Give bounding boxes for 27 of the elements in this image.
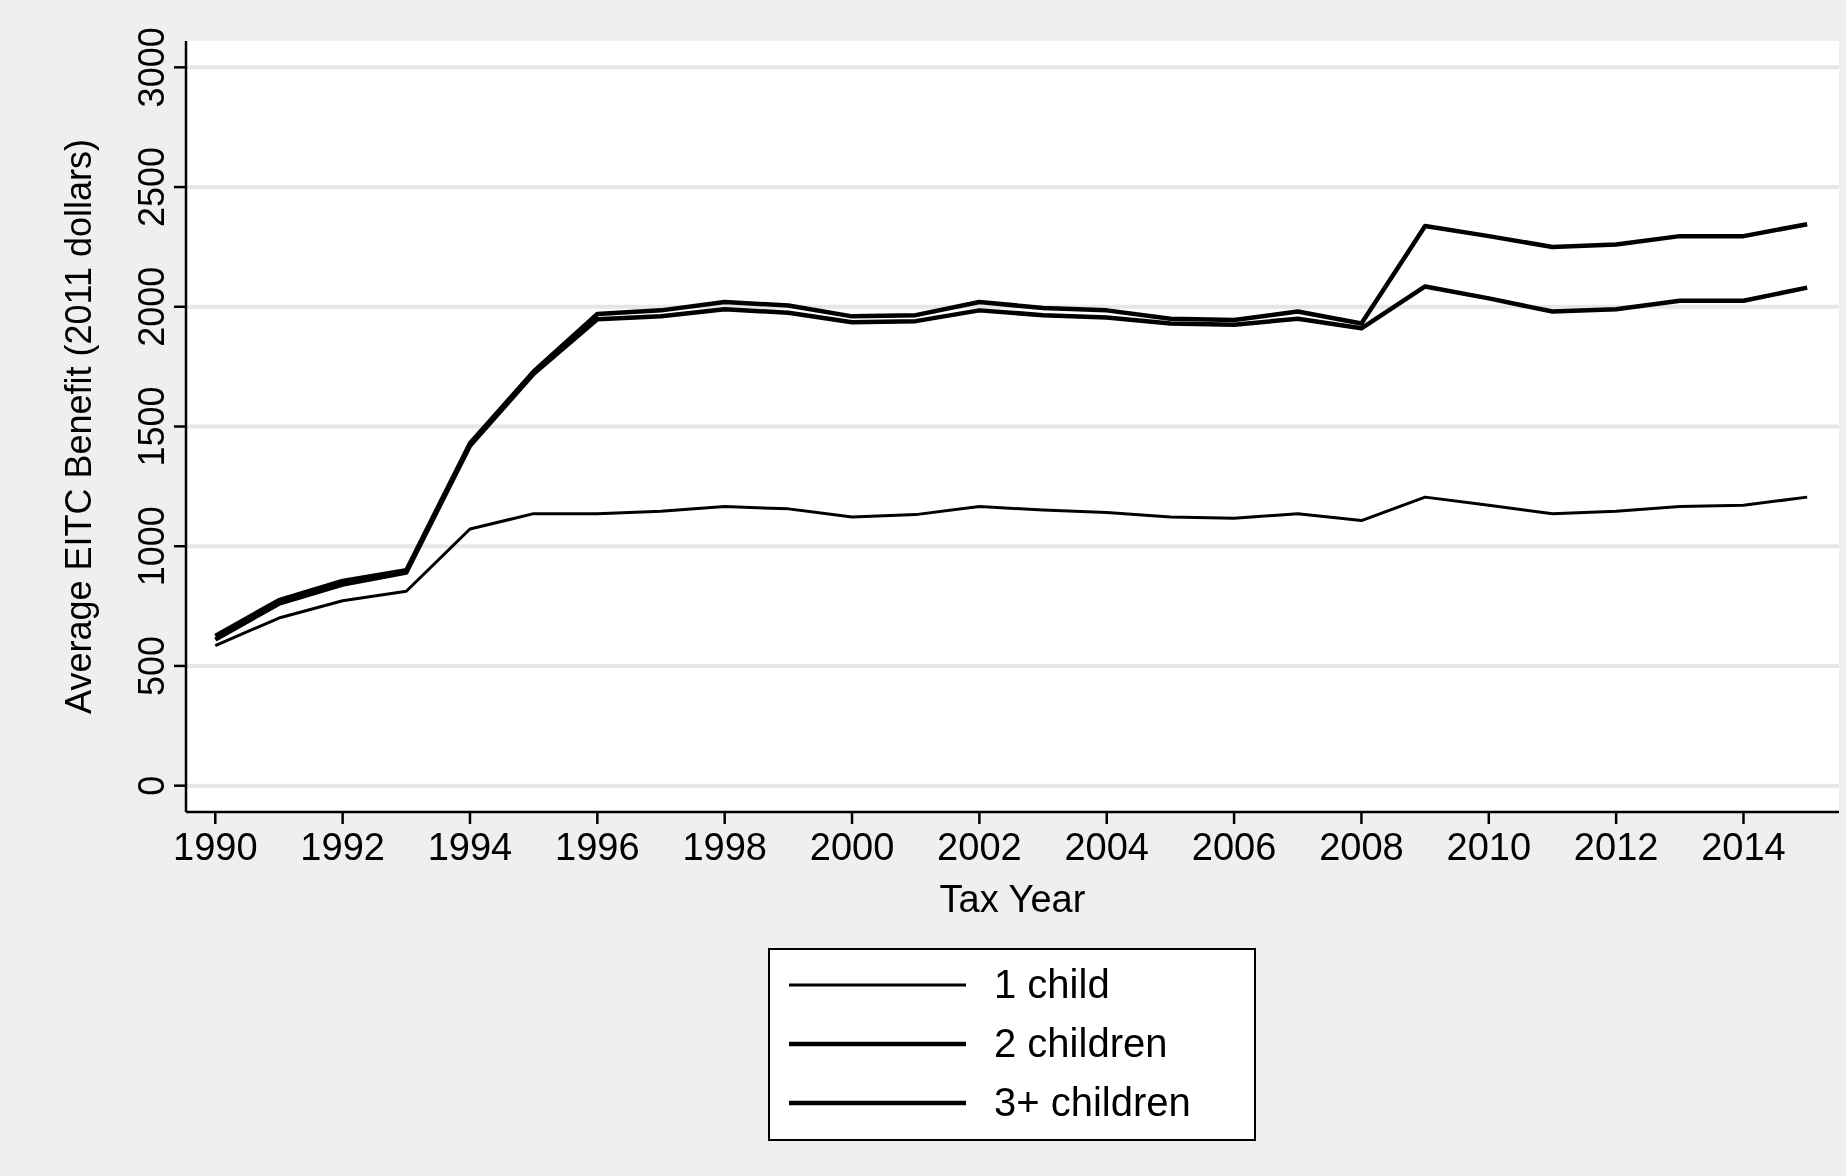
legend-label: 2 children <box>994 1021 1168 1065</box>
x-tick-label: 1994 <box>427 826 513 868</box>
x-tick-label: 1990 <box>173 826 258 868</box>
legend-label: 1 child <box>994 962 1110 1006</box>
y-tick-label: 1500 <box>131 386 172 467</box>
x-tick-label: 2000 <box>809 826 895 868</box>
x-tick-label: 2008 <box>1319 826 1404 868</box>
x-tick-label: 2006 <box>1191 826 1277 868</box>
x-tick-label: 2004 <box>1064 826 1150 868</box>
x-tick-label: 2010 <box>1446 826 1532 868</box>
y-tick-label: 3000 <box>131 27 172 108</box>
line-series <box>213 221 1810 639</box>
y-tick-label: 500 <box>131 635 172 696</box>
x-tick-label: 1998 <box>682 826 767 868</box>
line-series <box>213 495 1809 648</box>
x-tick-label: 2014 <box>1701 826 1786 868</box>
x-tick-label: 2012 <box>1573 826 1659 868</box>
y-tick-label: 2500 <box>131 147 172 228</box>
x-tick-label: 1996 <box>555 826 640 868</box>
legend-label: 3+ children <box>994 1080 1191 1124</box>
x-axis-title: Tax Year <box>939 878 1086 920</box>
y-tick-label: 1000 <box>131 506 172 587</box>
x-tick-label: 1992 <box>300 826 385 868</box>
y-tick-label: 0 <box>131 775 172 796</box>
y-tick-label: 2000 <box>131 266 172 347</box>
x-tick-label: 2002 <box>937 826 1022 868</box>
y-axis-title: Average EITC Benefit (2011 dollars) <box>58 139 99 714</box>
